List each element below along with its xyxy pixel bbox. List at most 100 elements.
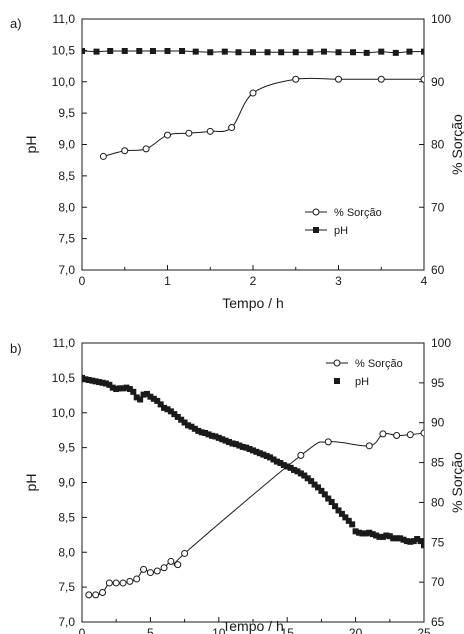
data-point-ph bbox=[136, 48, 143, 55]
data-point-sorcao bbox=[160, 564, 168, 572]
data-point-ph bbox=[178, 416, 185, 423]
y-right-tick-label: 70 bbox=[431, 200, 445, 214]
data-point-ph bbox=[292, 49, 299, 56]
data-point-ph bbox=[229, 440, 236, 447]
data-point-ph bbox=[321, 491, 328, 498]
data-point-ph bbox=[304, 475, 311, 482]
data-point-ph bbox=[314, 484, 321, 491]
y-left-tick-label: 10,5 bbox=[52, 43, 76, 57]
x-tick-label: 0 bbox=[79, 274, 86, 288]
data-point-ph bbox=[221, 48, 228, 55]
data-point-ph bbox=[232, 441, 239, 448]
data-point-sorcao bbox=[146, 569, 154, 577]
legend-label-ph: pH bbox=[334, 225, 348, 237]
data-point-sorcao bbox=[153, 567, 161, 575]
data-point-ph bbox=[278, 49, 285, 56]
data-point-sorcao bbox=[99, 589, 107, 597]
data-point-ph bbox=[107, 48, 114, 55]
data-point-sorcao bbox=[112, 579, 120, 587]
data-point-ph bbox=[277, 459, 284, 466]
data-point-ph bbox=[287, 464, 294, 471]
data-point-ph bbox=[362, 530, 369, 537]
data-point-ph bbox=[140, 391, 147, 398]
data-point-sorcao bbox=[133, 575, 141, 583]
y-right-tick-label: 85 bbox=[431, 456, 445, 470]
data-point-ph bbox=[219, 436, 226, 443]
data-point-ph bbox=[243, 444, 250, 451]
data-point-ph bbox=[102, 380, 109, 387]
data-point-ph bbox=[208, 432, 215, 439]
data-point-sorcao bbox=[406, 431, 414, 439]
data-point-ph bbox=[82, 48, 85, 55]
data-point-ph bbox=[335, 507, 342, 514]
data-point-ph bbox=[121, 48, 128, 55]
legend-label-sorcao: % Sorção bbox=[355, 358, 403, 370]
data-point-ph bbox=[256, 450, 263, 457]
data-point-ph bbox=[297, 470, 304, 477]
y-right-tick-label: 95 bbox=[431, 376, 445, 390]
data-point-ph bbox=[161, 404, 168, 411]
x-axis-title: Tempo / h bbox=[222, 295, 283, 311]
data-point-ph bbox=[143, 390, 150, 397]
series-line-sorcao bbox=[103, 77, 424, 157]
data-point-ph bbox=[325, 495, 332, 502]
data-point-ph bbox=[171, 411, 178, 418]
data-point-sorcao bbox=[167, 557, 175, 565]
data-point-ph bbox=[212, 433, 219, 440]
data-point-ph bbox=[386, 533, 393, 540]
legend: % Sorção pH bbox=[305, 207, 382, 237]
data-point-ph bbox=[332, 503, 339, 510]
data-point-ph bbox=[406, 48, 413, 55]
y-right-tick-label: 100 bbox=[431, 12, 451, 26]
data-point-ph bbox=[246, 446, 253, 453]
data-point-ph bbox=[421, 542, 424, 549]
data-point-ph bbox=[352, 528, 359, 535]
data-point-sorcao bbox=[420, 429, 424, 437]
data-point-sorcao bbox=[85, 591, 93, 599]
y-left-tick-label: 11,0 bbox=[53, 12, 76, 26]
data-point-ph bbox=[264, 49, 271, 56]
data-point-ph bbox=[379, 533, 386, 540]
data-point-ph bbox=[150, 395, 157, 402]
y-left-tick-label: 11,0 bbox=[53, 336, 76, 350]
data-point-ph bbox=[294, 468, 301, 475]
data-point-sorcao bbox=[324, 438, 332, 446]
panel-label: a) bbox=[10, 16, 22, 31]
data-point-ph bbox=[109, 384, 116, 391]
y-left-tick-label: 7,5 bbox=[58, 232, 75, 246]
x-tick-label: 5 bbox=[147, 626, 154, 634]
data-point-ph bbox=[366, 529, 373, 536]
data-point-ph bbox=[207, 49, 214, 56]
data-point-sorcao bbox=[174, 561, 182, 569]
data-point-ph bbox=[363, 49, 370, 56]
x-tick-label: 0 bbox=[79, 626, 86, 634]
data-point-ph bbox=[85, 376, 92, 383]
data-point-ph bbox=[338, 510, 345, 517]
y-left-axis-title: pH bbox=[23, 474, 39, 492]
y-left-tick-label: 8,5 bbox=[58, 169, 75, 183]
data-point-ph bbox=[356, 529, 363, 536]
data-point-ph bbox=[301, 472, 308, 479]
data-point-ph bbox=[179, 48, 186, 55]
y-right-tick-label: 80 bbox=[431, 138, 445, 152]
x-tick-label: 3 bbox=[335, 274, 342, 288]
data-point-ph bbox=[311, 481, 318, 488]
data-point-ph bbox=[120, 385, 127, 392]
data-point-ph bbox=[191, 425, 198, 432]
data-point-ph bbox=[236, 442, 243, 449]
data-point-sorcao bbox=[140, 565, 148, 573]
data-point-sorcao bbox=[365, 442, 373, 450]
data-point-ph bbox=[250, 447, 256, 454]
y-left-tick-label: 8,5 bbox=[58, 510, 75, 524]
data-point-sorcao bbox=[164, 131, 171, 139]
data-point-ph bbox=[202, 429, 209, 436]
chart-panel-b: b) 0 5 10 15 20 25 7,0 7,5 8,0 8,5 9,0 9,5 10,0 10,5 11… bbox=[10, 336, 464, 634]
panel-label: b) bbox=[10, 341, 22, 356]
data-point-ph bbox=[250, 49, 256, 56]
data-point-ph bbox=[349, 521, 356, 528]
data-point-ph bbox=[414, 535, 421, 542]
data-point-sorcao bbox=[126, 577, 134, 585]
data-point-ph bbox=[397, 535, 404, 542]
y-left-tick-label: 7,5 bbox=[58, 580, 75, 594]
